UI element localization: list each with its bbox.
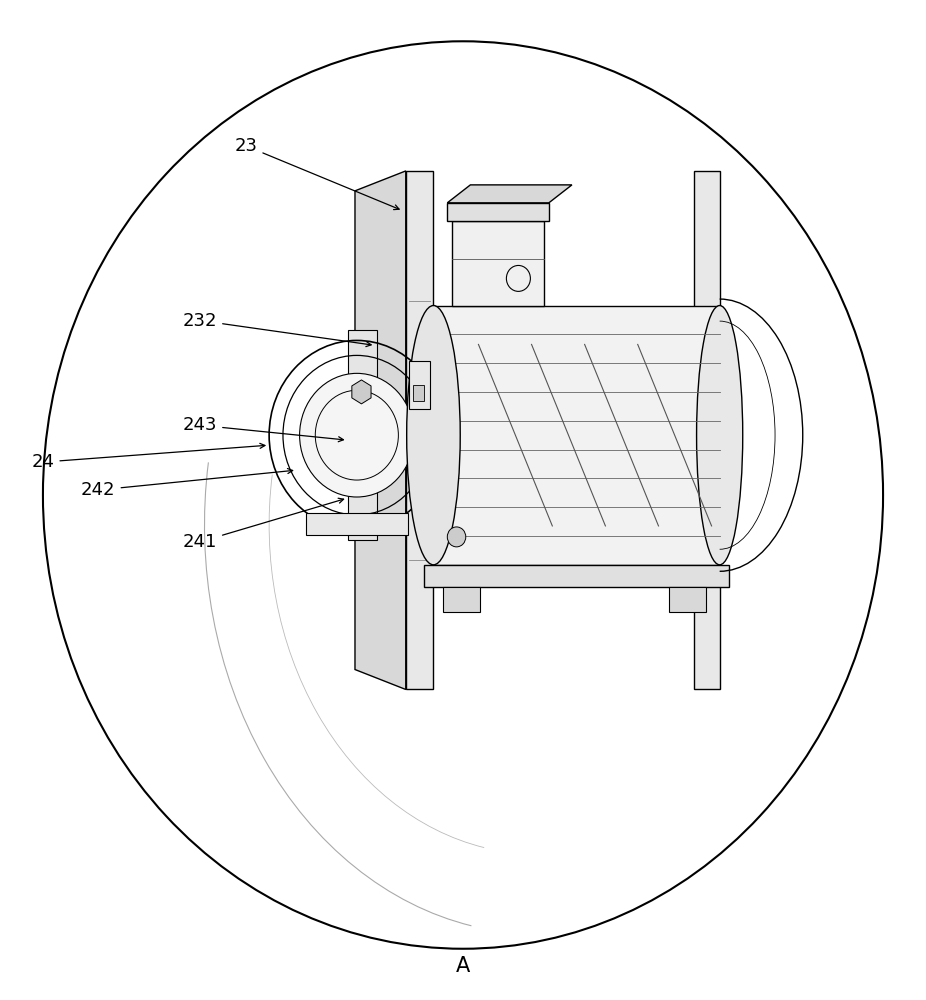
Circle shape	[43, 41, 883, 949]
Bar	[347, 330, 377, 540]
Polygon shape	[355, 171, 406, 689]
Bar	[443, 587, 480, 612]
Text: 243: 243	[182, 416, 344, 442]
Polygon shape	[406, 171, 433, 689]
Text: 232: 232	[182, 312, 371, 347]
Text: 23: 23	[234, 137, 399, 210]
Bar	[433, 306, 720, 565]
Bar	[452, 221, 544, 306]
Text: 24: 24	[31, 443, 265, 471]
Bar	[424, 565, 729, 587]
Polygon shape	[694, 171, 720, 689]
Text: 241: 241	[182, 498, 344, 551]
Bar	[413, 385, 424, 401]
Text: 242: 242	[81, 469, 293, 499]
Text: A: A	[456, 956, 470, 976]
Bar	[409, 361, 430, 409]
Bar	[447, 203, 549, 221]
Polygon shape	[447, 185, 572, 203]
Ellipse shape	[696, 306, 743, 565]
Circle shape	[447, 527, 466, 547]
Circle shape	[300, 373, 414, 497]
Bar	[307, 513, 407, 535]
Bar	[669, 587, 706, 612]
Ellipse shape	[407, 306, 460, 565]
